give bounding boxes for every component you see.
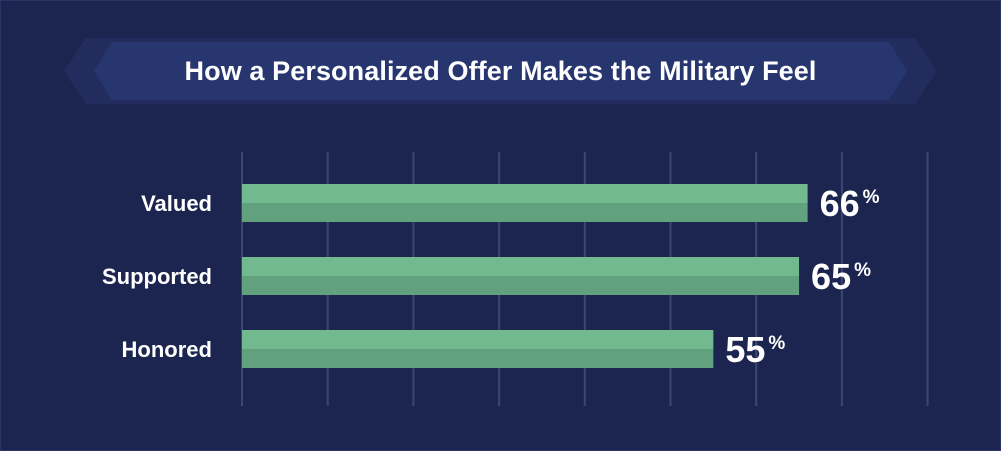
- value-unit: %: [768, 333, 785, 354]
- bar-bottom: [242, 276, 800, 295]
- bar-bottom: [242, 203, 808, 222]
- title-banner-shape: [64, 38, 937, 104]
- bars: [242, 184, 808, 368]
- value-number: 55: [725, 329, 765, 370]
- bar-valued: [242, 184, 808, 222]
- category-label: Honored: [122, 337, 212, 362]
- value-label: 66%: [820, 183, 880, 224]
- value-number: 66: [820, 183, 860, 224]
- category-label: Supported: [102, 264, 212, 289]
- title-banner: How a Personalized Offer Makes the Milit…: [64, 38, 937, 104]
- bar-top: [242, 257, 800, 276]
- bar-honored: [242, 330, 714, 368]
- bar-top: [242, 184, 808, 203]
- value-unit: %: [854, 260, 871, 281]
- category-label: Valued: [141, 191, 212, 216]
- value-unit: %: [863, 187, 880, 208]
- bar-bottom: [242, 349, 714, 368]
- value-number: 65: [811, 256, 851, 297]
- bar-supported: [242, 257, 800, 295]
- labels: Valued 66 % Supported 65 % Honored 55%: [102, 183, 880, 370]
- bar-top: [242, 330, 714, 349]
- chart-title: How a Personalized Offer Makes the Milit…: [184, 55, 817, 86]
- value-label: 55%: [725, 329, 785, 370]
- value-label: 65%: [811, 256, 871, 297]
